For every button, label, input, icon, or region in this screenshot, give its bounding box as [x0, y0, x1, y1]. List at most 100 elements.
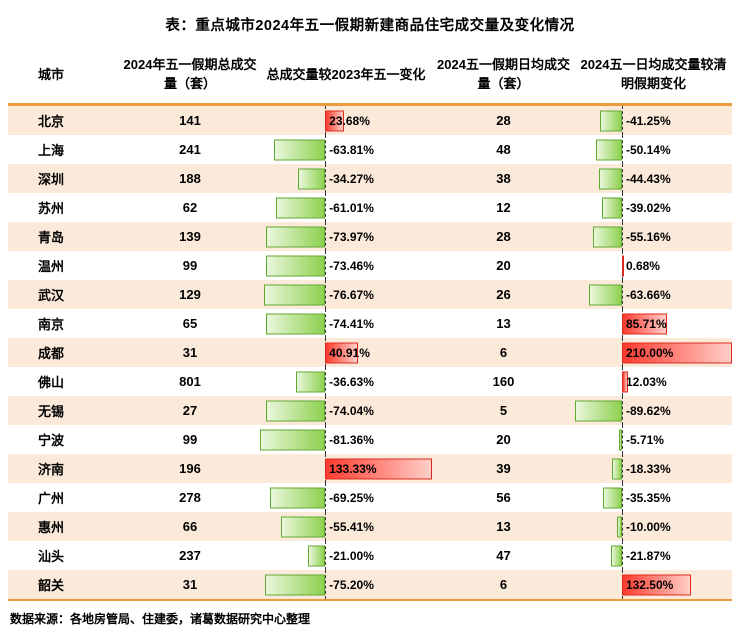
- table-title: 表：重点城市2024年五一假期新建商品住宅成交量及变化情况: [165, 18, 575, 34]
- daily-volume-cell: 13: [496, 519, 511, 534]
- change-value-label: -36.63%: [329, 374, 374, 389]
- change-vs-qingming-cell: -50.14%: [575, 135, 732, 164]
- zero-axis-line: [621, 222, 623, 251]
- negative-change-bar: [276, 197, 326, 218]
- negative-change-bar: [601, 197, 622, 218]
- change-vs-qingming-cell: -39.02%: [575, 193, 732, 222]
- positive-change-bar: [621, 313, 667, 334]
- change-value-label: -21.87%: [625, 548, 671, 563]
- change-value-label: -50.14%: [625, 142, 671, 157]
- change-value-label: -63.81%: [329, 142, 374, 157]
- change-vs-2023-cell: 133.33%: [260, 454, 432, 483]
- table-row: 青岛 139 -73.97% 28 -55.16%: [8, 222, 732, 251]
- table-header-row: 城市 2024年五一假期总成交量（套） 总成交量较2023年五一变化 2024五…: [8, 47, 732, 106]
- negative-change-bar: [588, 284, 622, 305]
- city-cell: 惠州: [38, 520, 65, 535]
- daily-volume-cell: 20: [496, 258, 511, 273]
- zero-axis-line: [325, 541, 327, 570]
- change-vs-qingming-cell: -35.35%: [575, 483, 732, 512]
- negative-change-bar: [263, 284, 326, 305]
- daily-volume-cell: 26: [496, 287, 511, 302]
- change-value-label: -41.25%: [625, 113, 671, 128]
- table-row: 苏州 62 -61.01% 12 -39.02%: [8, 193, 732, 222]
- negative-change-bar: [575, 400, 622, 421]
- change-vs-qingming-cell: -10.00%: [575, 512, 732, 541]
- table-row: 无锡 27 -74.04% 5 -89.62%: [8, 396, 732, 425]
- negative-change-bar: [595, 139, 622, 160]
- table-row: 佛山 801 -36.63% 160 12.03%: [8, 367, 732, 396]
- total-volume-cell: 237: [179, 548, 201, 563]
- positive-change-bar: [325, 458, 432, 479]
- change-vs-qingming-cell: -55.16%: [575, 222, 732, 251]
- city-cell: 济南: [38, 462, 65, 477]
- change-vs-qingming-cell: -41.25%: [575, 106, 732, 135]
- zero-axis-line: [325, 396, 327, 425]
- table-row: 南京 65 -74.41% 13 85.71%: [8, 309, 732, 338]
- city-cell: 佛山: [38, 375, 65, 390]
- housing-transactions-table: 城市 2024年五一假期总成交量（套） 总成交量较2023年五一变化 2024五…: [8, 47, 732, 601]
- positive-change-bar: [325, 342, 358, 363]
- header-city: 城市: [38, 66, 65, 82]
- daily-volume-cell: 13: [496, 316, 511, 331]
- change-value-label: 40.91%: [329, 345, 370, 360]
- zero-axis-line: [621, 164, 623, 193]
- daily-volume-cell: 160: [492, 374, 515, 389]
- total-volume-cell: 27: [182, 403, 198, 418]
- change-value-label: 12.03%: [625, 374, 667, 389]
- city-cell: 上海: [38, 143, 65, 158]
- zero-axis-line: [621, 483, 623, 512]
- city-cell: 武汉: [38, 288, 65, 303]
- zero-axis-line: [621, 512, 623, 541]
- change-vs-qingming-cell: 210.00%: [575, 338, 732, 367]
- change-vs-2023-cell: -75.20%: [260, 570, 432, 599]
- negative-change-bar: [618, 429, 622, 450]
- change-value-label: 210.00%: [625, 345, 674, 360]
- change-vs-qingming-cell: -89.62%: [575, 396, 732, 425]
- zero-axis-line: [325, 309, 327, 338]
- header-change-vs-qingming: 2024五一日均成交量较清明假期变化: [580, 57, 727, 91]
- change-value-label: -5.71%: [625, 432, 664, 447]
- table-row: 武汉 129 -76.67% 26 -63.66%: [8, 280, 732, 309]
- data-source: 数据来源：各地房管局、住建委，诸葛数据研究中心整理: [10, 612, 311, 626]
- zero-axis-line: [325, 570, 327, 599]
- total-volume-cell: 99: [182, 258, 198, 273]
- city-cell: 南京: [38, 317, 65, 332]
- change-vs-2023-cell: -74.41%: [260, 309, 432, 338]
- zero-axis-line: [621, 135, 623, 164]
- header-daily-volume: 2024五一假期日均成交量（套）: [437, 57, 570, 91]
- zero-axis-line: [325, 193, 327, 222]
- change-vs-2023-cell: -76.67%: [260, 280, 432, 309]
- zero-axis-line: [621, 280, 623, 309]
- change-vs-qingming-cell: -63.66%: [575, 280, 732, 309]
- daily-volume-cell: 56: [496, 490, 511, 505]
- zero-axis-line: [621, 454, 623, 483]
- change-value-label: -69.25%: [329, 490, 374, 505]
- change-value-label: -75.20%: [329, 577, 374, 592]
- change-vs-2023-cell: -73.97%: [260, 222, 432, 251]
- zero-axis-line: [325, 280, 327, 309]
- change-value-label: -74.41%: [329, 316, 374, 331]
- table-row: 广州 278 -69.25% 56 -35.35%: [8, 483, 732, 512]
- daily-volume-cell: 47: [496, 548, 511, 563]
- change-vs-2023-cell: -74.04%: [260, 396, 432, 425]
- total-volume-cell: 66: [182, 519, 198, 534]
- positive-change-bar: [621, 371, 629, 392]
- change-vs-qingming-cell: 0.68%: [575, 251, 732, 280]
- daily-volume-cell: 20: [496, 432, 511, 447]
- zero-axis-line: [325, 425, 327, 454]
- change-value-label: 0.68%: [625, 258, 660, 273]
- city-cell: 汕头: [38, 549, 65, 564]
- negative-change-bar: [280, 516, 326, 537]
- negative-change-bar: [593, 226, 622, 247]
- change-value-label: -55.41%: [329, 519, 374, 534]
- change-vs-qingming-cell: -44.43%: [575, 164, 732, 193]
- table-row: 深圳 188 -34.27% 38 -44.43%: [8, 164, 732, 193]
- change-vs-2023-cell: -69.25%: [260, 483, 432, 512]
- city-cell: 广州: [38, 491, 65, 506]
- change-vs-qingming-cell: 12.03%: [575, 367, 732, 396]
- negative-change-bar: [264, 574, 326, 595]
- change-vs-2023-cell: -34.27%: [260, 164, 432, 193]
- change-value-label: -73.97%: [329, 229, 374, 244]
- negative-change-bar: [265, 313, 326, 334]
- table-row: 汕头 237 -21.00% 47 -21.87%: [8, 541, 732, 570]
